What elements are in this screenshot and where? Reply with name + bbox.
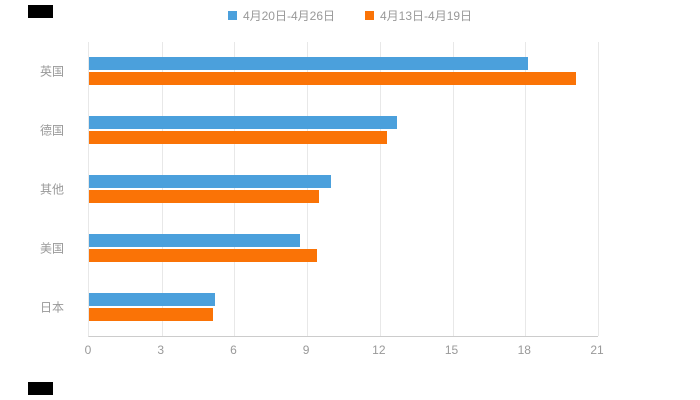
bar-德国-4月20日-4月26日[interactable] bbox=[89, 116, 397, 130]
legend-item-1[interactable]: 4月13日-4月19日 bbox=[365, 7, 472, 24]
gridline bbox=[525, 42, 527, 336]
x-axis-ticks: 0 3 6 9 12 15 18 21 bbox=[84, 343, 604, 359]
bar-德国-4月13日-4月19日[interactable] bbox=[89, 131, 388, 145]
x-tick-label: 12 bbox=[372, 343, 386, 357]
bar-日本-4月20日-4月26日[interactable] bbox=[89, 292, 216, 306]
bar-其他-4月20日-4月26日[interactable] bbox=[89, 175, 332, 188]
plot-area bbox=[88, 42, 599, 337]
legend-label: 4月13日-4月19日 bbox=[380, 9, 473, 23]
chart-legend: 4月20日-4月26日 4月13日-4月19日 bbox=[0, 7, 700, 24]
bar-日本-4月13日-4月19日[interactable] bbox=[89, 307, 213, 321]
black-corner-mark-bottom-left bbox=[28, 382, 53, 395]
x-tick-label: 18 bbox=[517, 343, 531, 357]
category-label: 德国 bbox=[39, 123, 64, 138]
x-tick-label: 6 bbox=[230, 343, 237, 357]
gridline bbox=[161, 42, 163, 336]
bar-英国-4月20日-4月26日[interactable] bbox=[89, 57, 528, 71]
gridline bbox=[379, 42, 381, 336]
legend-label: 4月20日-4月26日 bbox=[242, 9, 335, 23]
legend-item-0[interactable]: 4月20日-4月26日 bbox=[227, 7, 335, 24]
category-labels: 英国德国其他美国日本 bbox=[0, 42, 84, 337]
x-tick-label: 15 bbox=[444, 343, 459, 357]
bar-美国-4月20日-4月26日[interactable] bbox=[89, 233, 300, 247]
x-tick-label: 3 bbox=[157, 343, 165, 357]
black-corner-mark-top-left bbox=[28, 5, 53, 18]
bar-英国-4月13日-4月19日[interactable] bbox=[89, 72, 577, 86]
bar-美国-4月13日-4月19日[interactable] bbox=[89, 248, 317, 262]
x-tick-label: 9 bbox=[302, 343, 310, 357]
legend-marker-icon bbox=[227, 11, 237, 20]
category-label: 其他 bbox=[39, 182, 64, 197]
gridline bbox=[307, 42, 309, 336]
category-label: 美国 bbox=[39, 241, 64, 256]
category-label: 日本 bbox=[39, 300, 64, 315]
bar-其他-4月13日-4月19日[interactable] bbox=[89, 190, 320, 203]
gridline bbox=[598, 42, 599, 336]
gridline bbox=[234, 42, 236, 336]
category-label: 英国 bbox=[39, 64, 64, 79]
x-tick-label: 21 bbox=[590, 343, 604, 357]
gridline bbox=[452, 42, 454, 336]
x-tick-label: 0 bbox=[84, 343, 92, 357]
legend-marker-icon bbox=[365, 11, 374, 20]
